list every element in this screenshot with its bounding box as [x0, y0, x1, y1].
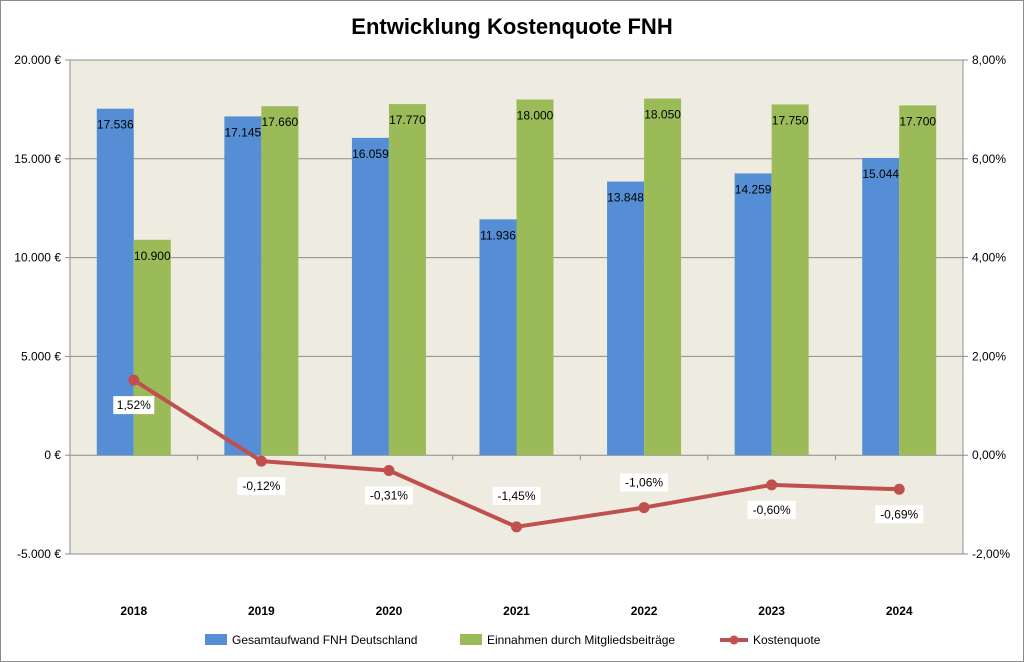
- y-left-tick-label: 5.000 €: [21, 349, 61, 363]
- bar-einnahmen: [516, 99, 554, 456]
- x-category-label: 2021: [503, 604, 530, 618]
- kostenquote-data-label: 1,52%: [117, 398, 151, 412]
- kostenquote-point: [128, 374, 140, 386]
- bar-gesamtaufwand: [607, 181, 645, 456]
- bar-data-label: 17.536: [97, 118, 134, 132]
- bar-data-label: 15.044: [862, 167, 899, 181]
- x-category-label: 2023: [758, 604, 785, 618]
- chart-title: Entwicklung Kostenquote FNH: [351, 14, 673, 39]
- legend-label: Einnahmen durch Mitgliedsbeiträge: [487, 633, 675, 647]
- y-right-tick-label: 2,00%: [972, 349, 1006, 363]
- kostenquote-point: [893, 483, 905, 495]
- legend-swatch-marker: [729, 635, 739, 645]
- bar-gesamtaufwand: [734, 173, 772, 456]
- kostenquote-point: [255, 455, 267, 467]
- kostenquote-label-box: [492, 486, 541, 505]
- y-right-tick-label: 8,00%: [972, 53, 1006, 67]
- y-left-tick-label: 15.000 €: [14, 152, 61, 166]
- y-right-tick-label: -2,00%: [972, 547, 1010, 561]
- y-left-tick-label: 0 €: [44, 448, 61, 462]
- kostenquote-point: [766, 479, 778, 491]
- y-left-tick-label: 20.000 €: [14, 53, 61, 67]
- x-category-label: 2019: [248, 604, 275, 618]
- legend-swatch: [205, 634, 227, 645]
- bar-einnahmen: [388, 104, 426, 456]
- kostenquote-data-label: -0,12%: [242, 479, 280, 493]
- x-category-label: 2018: [120, 604, 147, 618]
- x-category-label: 2024: [886, 604, 913, 618]
- bar-einnahmen: [899, 105, 937, 456]
- y-right-tick-label: 0,00%: [972, 448, 1006, 462]
- bar-einnahmen: [771, 104, 809, 456]
- y-right-tick-label: 6,00%: [972, 152, 1006, 166]
- kostenquote-point: [383, 465, 395, 477]
- y-left-tick-label: 10.000 €: [14, 251, 61, 265]
- kostenquote-point: [638, 502, 650, 514]
- kostenquote-data-label: -0,60%: [753, 503, 791, 517]
- kostenquote-data-label: -0,69%: [880, 507, 918, 521]
- kostenquote-label-box: [364, 486, 413, 505]
- bar-data-label: 18.000: [517, 109, 554, 123]
- bar-data-label: 17.700: [899, 114, 936, 128]
- bar-gesamtaufwand: [224, 116, 262, 456]
- kostenquote-label-box: [113, 396, 155, 415]
- y-left-tick-label: -5.000 €: [17, 547, 61, 561]
- kostenquote-label-box: [620, 473, 669, 492]
- x-category-label: 2022: [631, 604, 658, 618]
- kostenquote-label-box: [747, 500, 796, 519]
- bar-data-label: 11.936: [480, 228, 516, 242]
- legend-label: Gesamtaufwand FNH Deutschland: [232, 633, 417, 647]
- bar-data-label: 13.848: [607, 191, 644, 205]
- y-right-tick-label: 4,00%: [972, 251, 1006, 265]
- bar-data-label: 10.900: [134, 249, 171, 263]
- kostenquote-data-label: -1,45%: [497, 489, 535, 503]
- kostenquote-label-box: [875, 505, 924, 524]
- bar-data-label: 16.059: [352, 147, 389, 161]
- bar-gesamtaufwand: [351, 137, 389, 456]
- bar-gesamtaufwand: [479, 219, 517, 456]
- bar-data-label: 17.770: [389, 113, 426, 127]
- kostenquote-label-box: [237, 477, 286, 496]
- bar-data-label: 18.050: [644, 108, 681, 122]
- kostenquote-point: [511, 521, 522, 533]
- kostenquote-data-label: -0,31%: [370, 489, 408, 503]
- bar-einnahmen: [133, 239, 171, 456]
- bar-einnahmen: [644, 98, 682, 456]
- legend-label: Kostenquote: [753, 633, 821, 647]
- bar-einnahmen: [261, 106, 299, 456]
- bar-data-label: 17.660: [262, 115, 299, 129]
- bar-data-label: 17.145: [225, 125, 262, 139]
- bar-data-label: 17.750: [772, 113, 809, 127]
- legend-swatch: [460, 634, 482, 645]
- bar-data-label: 14.259: [735, 182, 772, 196]
- kostenquote-data-label: -1,06%: [625, 476, 663, 490]
- bar-gesamtaufwand: [862, 157, 900, 456]
- x-category-label: 2020: [376, 604, 403, 618]
